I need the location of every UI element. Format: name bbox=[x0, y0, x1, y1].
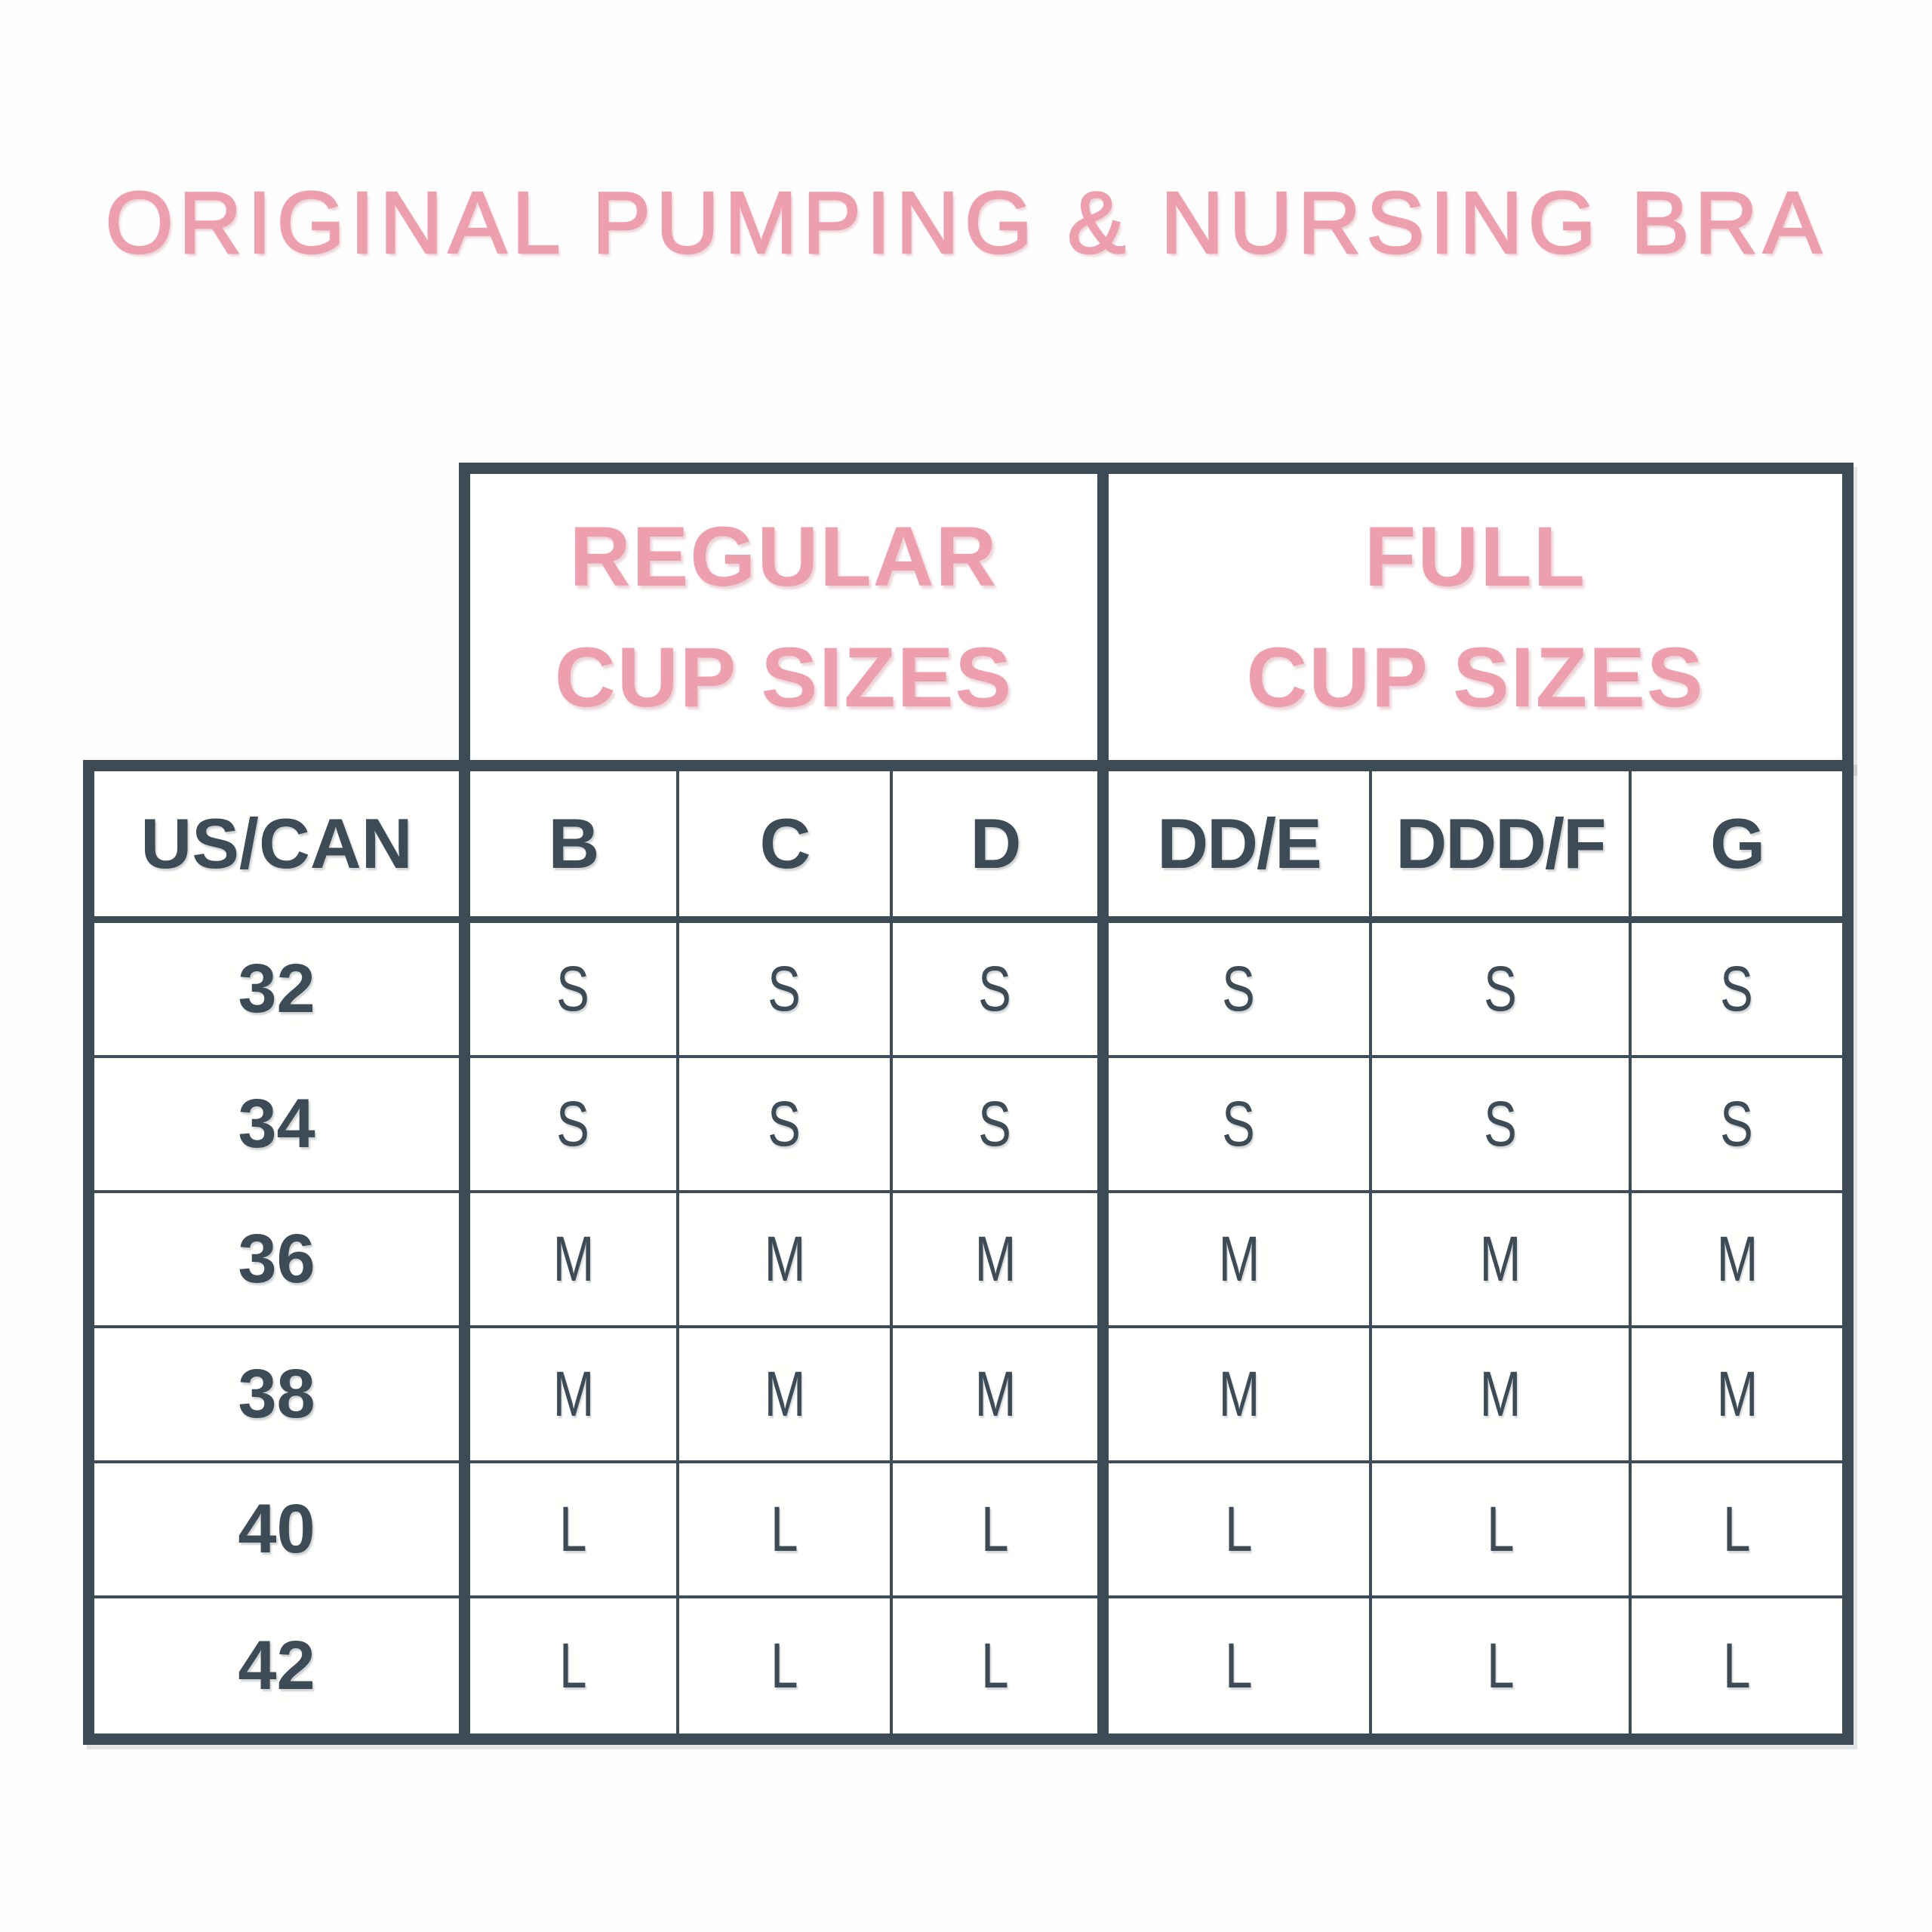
size-cell: S bbox=[893, 923, 1109, 1058]
corner-header-cell: US/CAN bbox=[94, 771, 470, 923]
size-cell: L bbox=[1372, 1463, 1632, 1598]
size-cell: S bbox=[470, 1058, 679, 1193]
band-cell-34: 34 bbox=[94, 1058, 470, 1193]
full-cup-sizes-header: FULL CUP SIZES bbox=[1097, 463, 1854, 771]
band-cell-40: 40 bbox=[94, 1463, 470, 1598]
column-header-g: G bbox=[1632, 771, 1842, 923]
size-cell: S bbox=[1372, 1058, 1632, 1193]
size-cell: L bbox=[1109, 1463, 1372, 1598]
size-cell: S bbox=[1632, 1058, 1842, 1193]
size-cell: M bbox=[1372, 1193, 1632, 1328]
size-cell: S bbox=[1109, 923, 1372, 1058]
band-cell-38: 38 bbox=[94, 1328, 470, 1463]
size-cell: M bbox=[1632, 1193, 1842, 1328]
column-header-b: B bbox=[470, 771, 679, 923]
size-cell: L bbox=[470, 1598, 679, 1734]
size-cell: L bbox=[679, 1598, 893, 1734]
size-cell: S bbox=[1632, 923, 1842, 1058]
size-cell: M bbox=[1109, 1193, 1372, 1328]
regular-cup-sizes-label: REGULAR CUP SIZES bbox=[554, 509, 1014, 724]
size-cell: L bbox=[893, 1598, 1109, 1734]
column-header-d: D bbox=[893, 771, 1109, 923]
size-cell: M bbox=[679, 1193, 893, 1328]
size-cell: S bbox=[470, 923, 679, 1058]
size-cell: S bbox=[679, 923, 893, 1058]
size-cell: M bbox=[1632, 1328, 1842, 1463]
size-cell: M bbox=[470, 1193, 679, 1328]
size-cell: L bbox=[1372, 1598, 1632, 1734]
size-cell: M bbox=[1109, 1328, 1372, 1463]
size-cell: L bbox=[470, 1463, 679, 1598]
size-cell: M bbox=[679, 1328, 893, 1463]
column-header-dde: DD/E bbox=[1109, 771, 1372, 923]
size-cell: S bbox=[1109, 1058, 1372, 1193]
band-cell-32: 32 bbox=[94, 923, 470, 1058]
size-cell: L bbox=[1109, 1598, 1372, 1734]
band-cell-36: 36 bbox=[94, 1193, 470, 1328]
size-cell: S bbox=[679, 1058, 893, 1193]
column-header-dddf: DDD/F bbox=[1372, 771, 1632, 923]
size-cell: L bbox=[893, 1463, 1109, 1598]
size-cell: L bbox=[1632, 1463, 1842, 1598]
column-header-c: C bbox=[679, 771, 893, 923]
size-cell: M bbox=[893, 1328, 1109, 1463]
size-cell: L bbox=[679, 1463, 893, 1598]
regular-cup-sizes-header: REGULAR CUP SIZES bbox=[459, 463, 1109, 771]
size-cell: L bbox=[1632, 1598, 1842, 1734]
size-table: US/CAN B C D DD/E DDD/F G 32 S S S S S S… bbox=[83, 760, 1854, 1745]
band-cell-42: 42 bbox=[94, 1598, 470, 1734]
size-cell: M bbox=[893, 1193, 1109, 1328]
size-cell: S bbox=[893, 1058, 1109, 1193]
full-cup-sizes-label: FULL CUP SIZES bbox=[1246, 509, 1705, 724]
size-cell: S bbox=[1372, 923, 1632, 1058]
size-cell: M bbox=[1372, 1328, 1632, 1463]
page-title: ORIGINAL PUMPING & NURSING BRA bbox=[104, 173, 1827, 273]
size-cell: M bbox=[470, 1328, 679, 1463]
